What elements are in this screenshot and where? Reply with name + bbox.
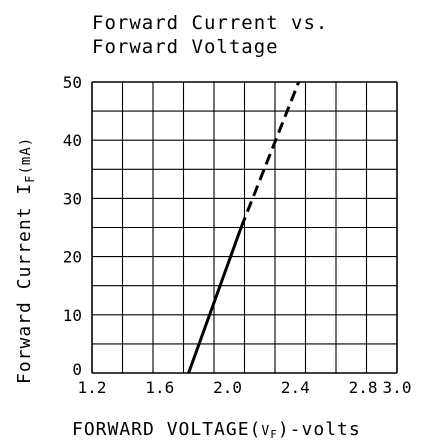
y-tick-label: 20 — [63, 248, 82, 267]
x-axis-label: FORWARD VOLTAGE(VF)-volts — [72, 419, 361, 441]
y-tick-label: 0 — [72, 360, 82, 379]
y-axis-label-main: Forward Current I — [14, 183, 35, 384]
x-axis-label-end: )-volts — [278, 419, 361, 440]
chart-title-line-1: Forward Current vs. — [92, 12, 328, 34]
y-axis-label-sub: F — [23, 175, 37, 183]
x-tick-label: 2.0 — [213, 378, 242, 397]
x-axis-label-main: FORWARD VOLTAGE( — [72, 419, 261, 440]
series-line-solid — [187, 226, 243, 374]
y-tick-label: 50 — [63, 73, 82, 92]
x-tick-label: 3.0 — [383, 378, 412, 397]
data-lines — [187, 81, 301, 374]
x-tick-label: 2.4 — [281, 378, 310, 397]
y-tick-label: 10 — [63, 306, 82, 325]
x-tick-label: 2.8 — [349, 378, 378, 397]
x-tick-label: 1.6 — [145, 378, 174, 397]
y-axis-label-unit: (mA) — [18, 137, 34, 175]
plot-grid — [91, 81, 398, 374]
x-tick-label: 1.2 — [78, 378, 107, 397]
y-axis-label: Forward Current IF(mA) — [14, 137, 37, 384]
y-tick-label: 40 — [63, 131, 82, 150]
x-axis-label-symbol: V — [261, 424, 270, 439]
tick-labels: 1.2 1.6 2.0 2.4 2.8 3.0 0 10 20 30 40 50 — [63, 73, 412, 397]
y-tick-label: 30 — [63, 189, 82, 208]
chart-title-line-2: Forward Voltage — [92, 36, 279, 58]
x-axis-label-sub: F — [270, 428, 278, 441]
series-line-dashed — [239, 81, 301, 229]
